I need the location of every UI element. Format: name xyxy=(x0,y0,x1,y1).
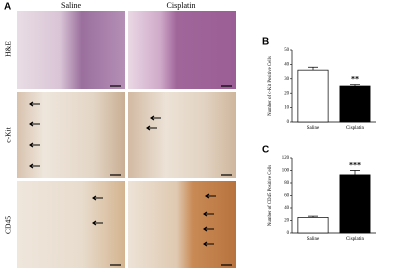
x-tick-label: Saline xyxy=(307,126,320,131)
micrograph xyxy=(17,181,125,268)
panel-a: A Saline Cisplatin H&E c-Kit CD45 xyxy=(4,1,236,268)
y-tick-label: 0 xyxy=(287,120,290,125)
y-axis-title: Number of CD45 Positive Cells xyxy=(268,165,273,226)
y-tick-label: 50 xyxy=(284,48,289,53)
y-tick-label: 10 xyxy=(284,106,289,111)
column-label: Saline xyxy=(61,1,81,10)
micrograph xyxy=(128,11,236,89)
bar xyxy=(297,69,329,123)
significance: ** xyxy=(351,74,359,83)
micrograph xyxy=(17,11,125,89)
x-tick-label: Saline xyxy=(307,237,320,242)
micrograph xyxy=(17,92,125,178)
arrows xyxy=(29,101,216,247)
y-axis-title: Number of c-Kit Positive Cells xyxy=(268,56,273,116)
micrograph xyxy=(128,181,236,268)
y-tick-label: 30 xyxy=(284,77,289,82)
error-bar xyxy=(308,215,318,218)
bar xyxy=(339,85,371,123)
panel-label: B xyxy=(262,37,269,48)
y-tick-label: 40 xyxy=(284,62,289,67)
bar xyxy=(297,217,329,234)
row-label: CD45 xyxy=(4,216,13,234)
y-tick-label: 60 xyxy=(284,194,289,199)
column-label: Cisplatin xyxy=(167,1,196,10)
panel-label: A xyxy=(4,2,11,13)
bar xyxy=(339,174,371,234)
y-tick-label: 100 xyxy=(282,169,290,174)
micrograph xyxy=(128,92,236,178)
error-bar xyxy=(308,66,318,71)
x-tick-label: Cisplatin xyxy=(346,126,365,131)
row-label: c-Kit xyxy=(4,126,13,142)
panel-label: C xyxy=(262,145,269,156)
y-tick-label: 20 xyxy=(284,219,289,224)
y-tick-label: 40 xyxy=(284,206,289,211)
scale-bars xyxy=(110,85,232,266)
error-bar xyxy=(350,170,360,175)
y-tick-label: 0 xyxy=(287,231,290,236)
y-tick-label: 120 xyxy=(282,156,290,161)
y-tick-label: 20 xyxy=(284,91,289,96)
y-tick-label: 80 xyxy=(284,181,289,186)
row-label: H&E xyxy=(4,41,13,57)
significance: *** xyxy=(349,160,361,169)
error-bar xyxy=(350,84,360,86)
x-tick-label: Cisplatin xyxy=(346,237,365,242)
